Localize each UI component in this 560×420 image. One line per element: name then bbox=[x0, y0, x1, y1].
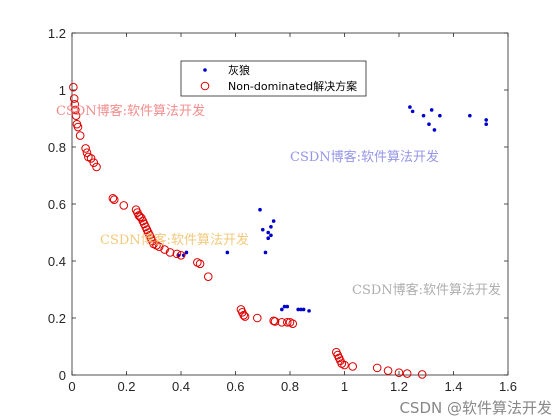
nondominated-point bbox=[134, 211, 144, 220]
y-tick-label: 1.2 bbox=[48, 26, 66, 41]
nondominated-point bbox=[154, 242, 164, 252]
footer-credit: CSDN @软件算法开发 bbox=[399, 399, 552, 417]
axis-tick-labels: 0 0.2 0.4 0.6 0.8 1 1.2 1.4 1.6 0 0.2 0.4 0.6 0.8 1 1.2 bbox=[48, 26, 517, 394]
legend-label-wolf: 灰狼 bbox=[228, 63, 250, 77]
x-tick-label: 1.4 bbox=[444, 379, 462, 394]
y-tick-label: 0 bbox=[59, 368, 66, 383]
legend-marker-wolf bbox=[203, 68, 207, 72]
y-tick-label: 0.2 bbox=[48, 311, 66, 326]
nondominated-point bbox=[394, 368, 404, 378]
watermark-text: CSDN博客:软件算法开发 bbox=[352, 283, 502, 298]
nondominated-point bbox=[239, 310, 248, 320]
wolf-point bbox=[260, 227, 265, 232]
wolf-point bbox=[410, 109, 415, 114]
nondominated-point bbox=[288, 319, 298, 329]
wolf-point bbox=[263, 250, 268, 255]
nondominated-point bbox=[383, 366, 393, 376]
wolf-point bbox=[266, 236, 271, 240]
nondominated-point bbox=[270, 317, 280, 326]
watermark-text: CSDN博客:软件算法开发 bbox=[290, 150, 440, 165]
y-tick-label: 0.6 bbox=[48, 197, 66, 212]
nondominated-point bbox=[160, 245, 169, 254]
nondominated-point bbox=[69, 94, 79, 103]
wolf-point bbox=[280, 307, 284, 312]
wolf-point bbox=[427, 122, 431, 126]
nondominated-point bbox=[340, 360, 349, 370]
x-tick-label: 0.4 bbox=[172, 379, 190, 394]
wolf-point bbox=[266, 230, 271, 235]
wolf-point bbox=[484, 122, 489, 126]
wolf-point bbox=[438, 113, 442, 118]
data-marks bbox=[69, 82, 489, 379]
wolf-point bbox=[296, 307, 300, 312]
x-tick-label: 1.6 bbox=[499, 379, 517, 394]
nondominated-point bbox=[70, 99, 80, 109]
nondominated-point bbox=[109, 195, 119, 205]
y-tick-label: 0.8 bbox=[48, 140, 66, 155]
wolf-point bbox=[271, 219, 276, 223]
wolf-point bbox=[258, 207, 262, 212]
legend-marker-nondominated bbox=[200, 81, 210, 91]
wolf-point bbox=[282, 304, 287, 309]
wolf-point bbox=[408, 105, 412, 109]
nondominated-point bbox=[417, 370, 427, 379]
wolf-point bbox=[299, 307, 303, 312]
wolf-point bbox=[421, 113, 426, 118]
axis-ticks bbox=[71, 32, 509, 376]
wolf-point bbox=[468, 113, 472, 118]
nondominated-point bbox=[70, 105, 80, 115]
watermark-text: CSDN博客:软件算法开发 bbox=[56, 104, 206, 119]
nondominated-point bbox=[252, 313, 262, 323]
nondominated-point bbox=[195, 259, 205, 269]
nondominated-point bbox=[176, 251, 186, 260]
x-tick-label: 0.6 bbox=[226, 379, 244, 394]
nondominated-point bbox=[402, 369, 412, 378]
wolf-point bbox=[285, 304, 290, 309]
nondominated-point bbox=[75, 131, 85, 140]
wolf-point bbox=[269, 225, 273, 229]
legend-box bbox=[180, 60, 367, 97]
nondominated-point bbox=[165, 248, 175, 257]
watermark-text: CSDN博客:软件算法开发 bbox=[100, 233, 250, 248]
nondominated-point bbox=[86, 154, 96, 163]
wolf-point bbox=[429, 108, 434, 112]
nondominated-point bbox=[282, 317, 292, 327]
wolf-point bbox=[307, 309, 311, 313]
nondominated-point bbox=[203, 272, 213, 281]
x-tick-label: 0.8 bbox=[281, 379, 299, 394]
y-tick-label: 1 bbox=[59, 83, 66, 98]
wolf-point bbox=[225, 250, 230, 255]
legend: 灰狼 Non-dominated解决方案 bbox=[180, 60, 367, 97]
nondominated-point bbox=[240, 312, 250, 321]
nondominated-point bbox=[81, 144, 90, 153]
wolf-point bbox=[301, 307, 306, 312]
y-tick-label: 0.4 bbox=[48, 254, 66, 269]
x-tick-label: 1.2 bbox=[390, 379, 408, 394]
nondominated-point bbox=[135, 212, 145, 222]
nondominated-point bbox=[69, 82, 78, 92]
wolf-point bbox=[484, 118, 489, 122]
nondominated-point bbox=[119, 201, 129, 210]
nondominated-point bbox=[82, 148, 92, 157]
x-tick-label: 0 bbox=[68, 379, 75, 394]
nondominated-point bbox=[71, 111, 81, 120]
nondominated-point bbox=[108, 194, 118, 203]
nondominated-point bbox=[277, 317, 287, 327]
nondominated-point bbox=[372, 363, 382, 373]
nondominated-point bbox=[348, 362, 357, 371]
nondominated-point bbox=[172, 249, 182, 259]
wolf-point bbox=[269, 233, 273, 238]
wolf-point bbox=[184, 250, 189, 255]
nondominated-point bbox=[92, 162, 101, 172]
nondominated-point bbox=[73, 122, 83, 132]
legend-label-nondominated: Non-dominated解决方案 bbox=[228, 79, 357, 93]
wolf-point bbox=[432, 128, 437, 132]
x-tick-label: 1 bbox=[341, 379, 348, 394]
nondominated-point bbox=[89, 158, 99, 167]
x-tick-label: 0.2 bbox=[117, 379, 135, 394]
